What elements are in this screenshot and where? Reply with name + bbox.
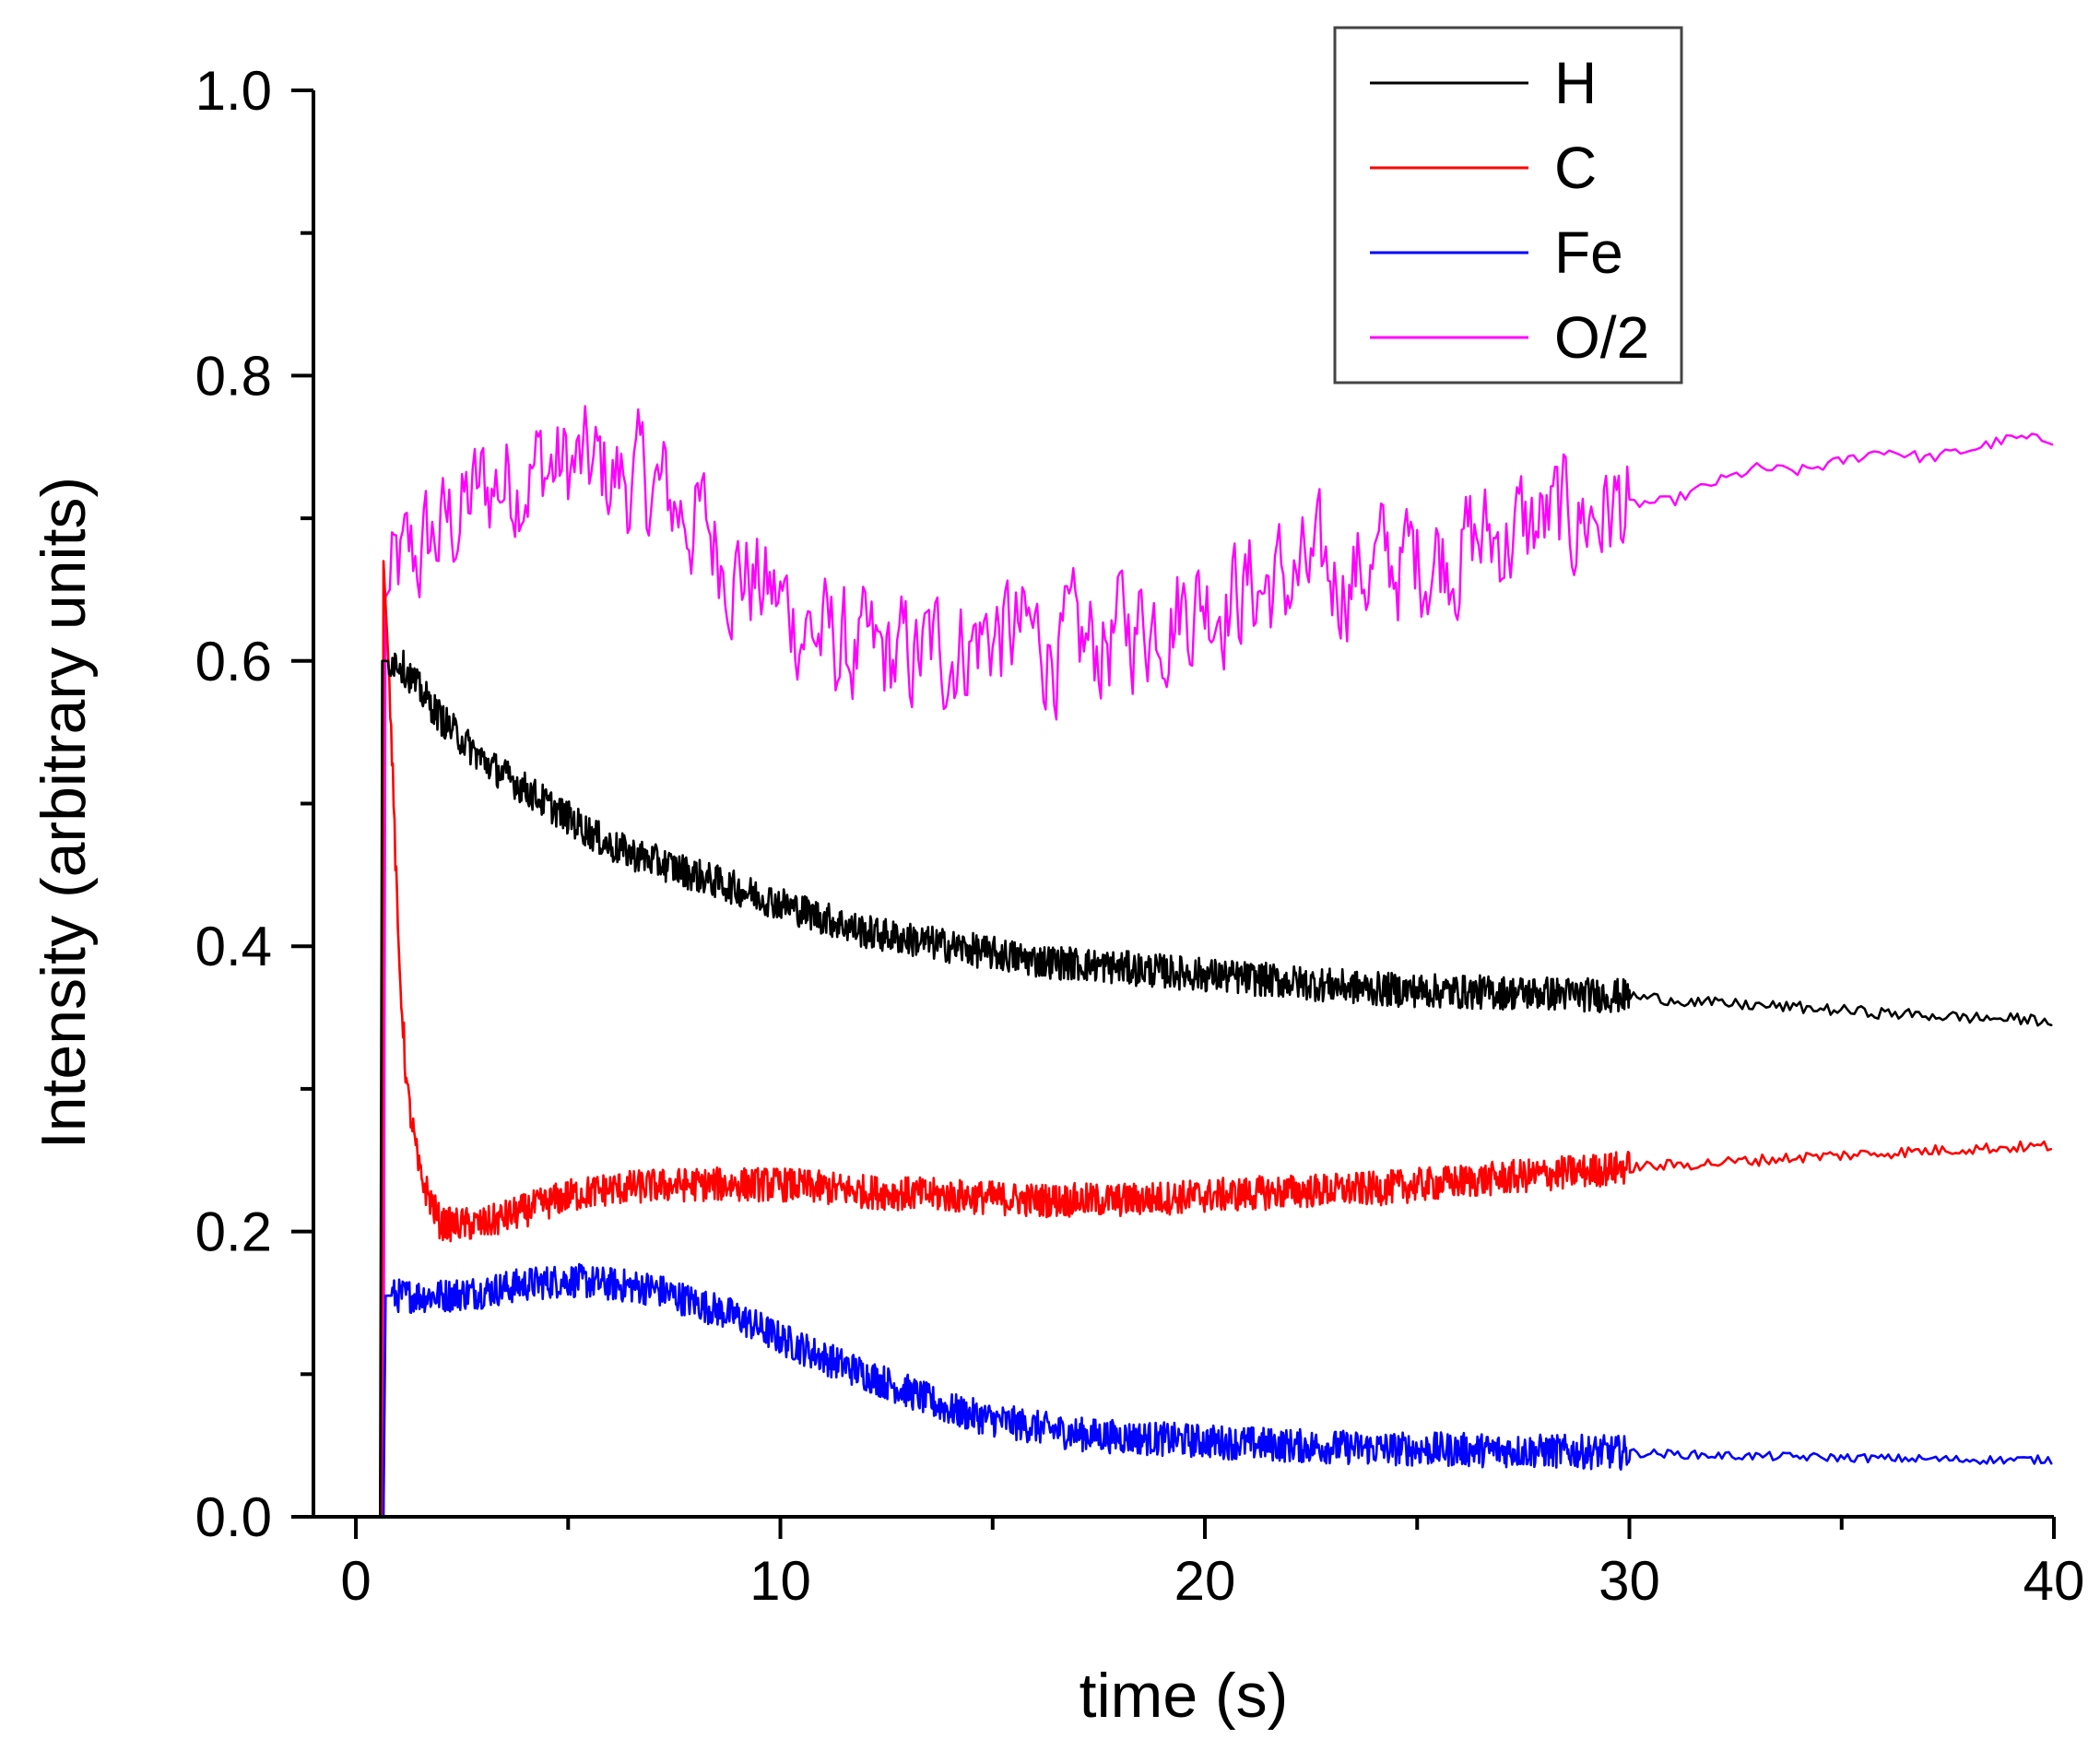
y-tick-label: 0.4 [195,916,272,977]
legend-box [1333,26,1683,385]
x-tick-label: 10 [749,1550,811,1612]
y-tick-label: 0.6 [195,631,272,692]
series-line-o-2 [354,405,2054,1519]
y-axis-title: Intensity (arbitrary units) [29,477,99,1149]
series-line-c [354,560,2053,1519]
legend-label: H [1554,50,1597,116]
plot-area [354,405,2054,1519]
legend-label: O/2 [1554,304,1649,371]
series-line-h [354,649,2053,1519]
x-tick-label: 40 [2023,1550,2085,1612]
y-tick-label: 0.2 [195,1201,272,1263]
y-tick-label: 0.0 [195,1486,272,1548]
legend-label: Fe [1554,219,1623,286]
legend-label: C [1554,135,1597,201]
y-tick-label: 1.0 [195,60,272,122]
x-axis-title: time (s) [1079,1661,1289,1731]
x-tick-label: 20 [1174,1550,1236,1612]
legend: HC Fe O/2 [1333,26,1683,385]
x-tick-label: 30 [1599,1550,1660,1612]
y-tick-label: 0.8 [195,345,272,407]
axes: 0 10 20 30 40 0.0 0.2 0.4 0.6 0.8 1.0 time (s) Inten… [29,60,2084,1731]
series-line-fe [354,1262,2053,1519]
x-tick-label: 0 [340,1550,371,1612]
